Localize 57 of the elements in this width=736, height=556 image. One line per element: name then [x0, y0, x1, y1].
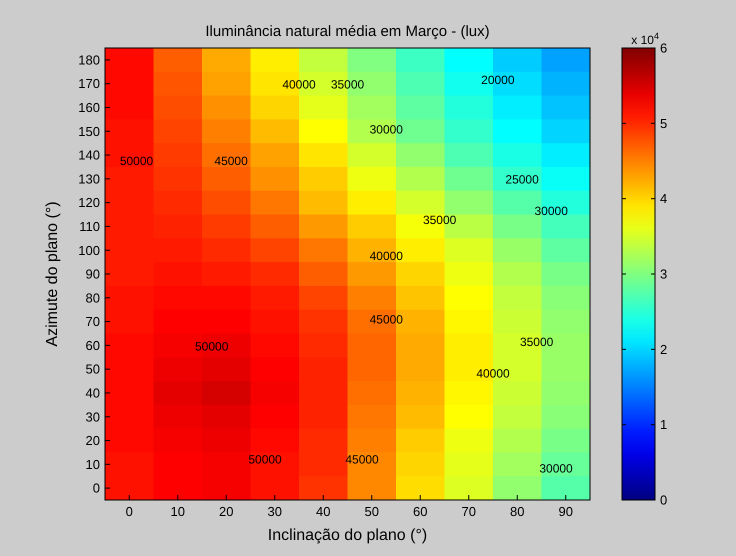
color-bar-label: 4	[660, 191, 668, 206]
annotation: 40000	[370, 249, 404, 264]
color-bar-label: 1	[660, 417, 668, 432]
x-tick-label: 40	[316, 504, 330, 519]
annotation: 35000	[422, 212, 457, 227]
annotation: 40000	[282, 77, 316, 92]
y-tick-label: 110	[79, 218, 100, 234]
y-tick-label: 130	[78, 171, 100, 186]
y-tick-label: 100	[78, 242, 100, 258]
y-tick-label: 170	[78, 76, 100, 92]
color-bar-label: 5	[660, 116, 668, 131]
y-tick-label: 0	[92, 480, 100, 496]
color-bar-label: 0	[660, 492, 668, 508]
x-tick-label: 20	[219, 504, 234, 519]
y-tick-label: 60	[86, 338, 100, 353]
annotation: 45000	[370, 312, 404, 326]
y-tick-label: 30	[86, 409, 100, 424]
x-tick-label: 70	[462, 504, 476, 519]
x-tick-label: 10	[170, 504, 185, 519]
color-bar-label: 2	[660, 342, 668, 357]
color-bar-title: x 10$^{4}$	[631, 31, 659, 47]
chart-title: Iluminância natural média em Março - (lux)	[205, 23, 490, 40]
annotation: 35000	[520, 335, 554, 349]
color-bar-label: 3	[660, 266, 668, 282]
y-tick-label: 80	[86, 290, 100, 306]
y-tick-label: 140	[78, 148, 100, 163]
y-tick-label: 10	[86, 456, 100, 472]
y-tick-label: 20	[86, 433, 100, 448]
color-bar-label: 6	[660, 40, 668, 56]
y-tick-label: 50	[86, 362, 100, 377]
annotation: 25000	[505, 172, 540, 186]
annotation: 30000	[534, 204, 568, 218]
annotation: 45000	[345, 452, 380, 467]
x-tick-label: 30	[268, 504, 282, 519]
annotation: 45000	[214, 154, 248, 168]
annotation: 50000	[195, 340, 229, 354]
annotation: 50000	[120, 154, 154, 168]
x-tick-label: 90	[558, 504, 573, 519]
y-tick-label: 150	[78, 124, 100, 139]
annotation: 20000	[481, 72, 515, 87]
x-tick-label: 50	[364, 504, 379, 519]
x-tick-label: 0	[126, 504, 133, 519]
y-tick-label: 180	[78, 52, 100, 68]
annotation: 50000	[248, 452, 282, 467]
y-tick-label: 160	[78, 100, 100, 116]
y-tick-label: 90	[86, 266, 100, 282]
y-tick-label: 120	[78, 195, 100, 210]
x-axis-title: Inclinação do plano (°)	[268, 527, 428, 544]
annotation: 40000	[476, 366, 510, 381]
y-tick-label: 40	[86, 385, 100, 400]
y-tick-label: 70	[86, 314, 100, 330]
y-axis-title: Azimute do plano (°)	[44, 201, 61, 347]
annotation: 30000	[539, 462, 574, 476]
x-tick-label: 80	[510, 504, 524, 519]
annotation: 30000	[370, 122, 404, 137]
annotation: 35000	[330, 77, 365, 92]
x-tick-label: 60	[413, 504, 428, 519]
